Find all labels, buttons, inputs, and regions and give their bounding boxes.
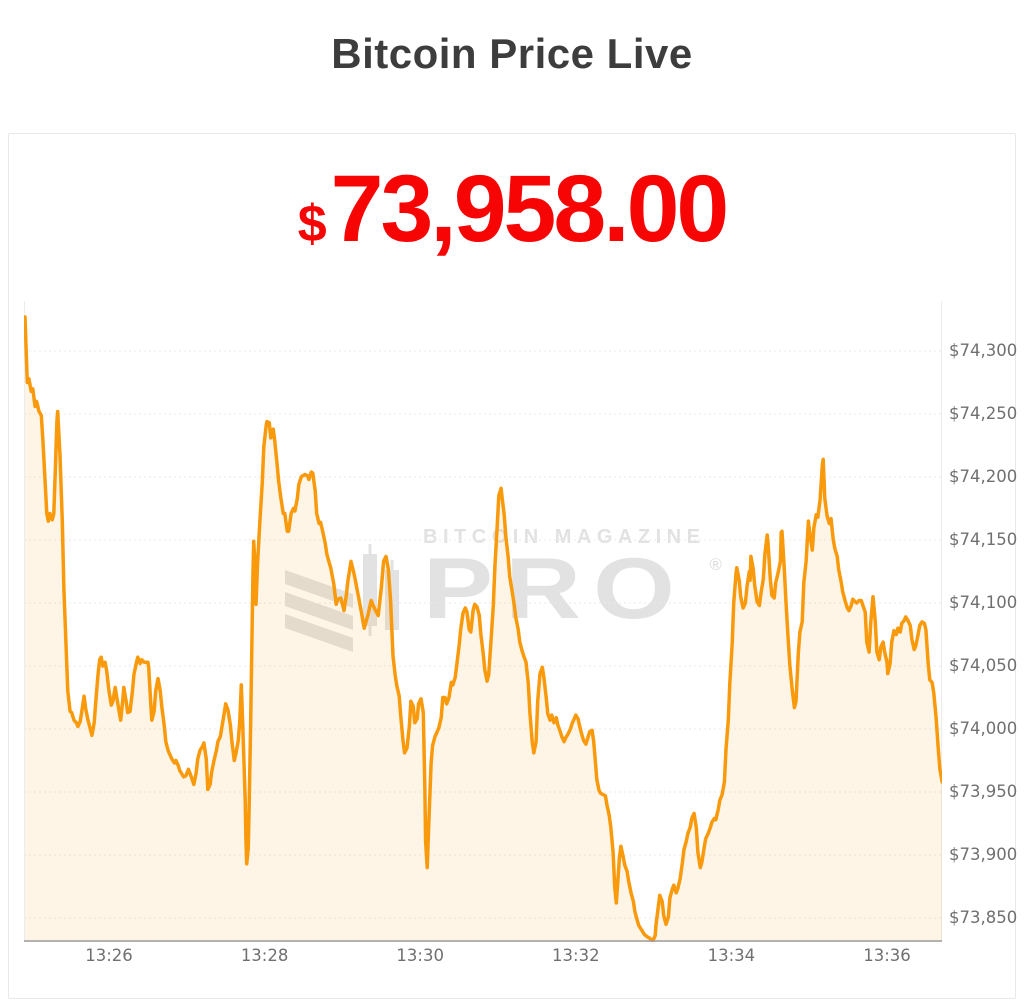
y-axis-tick-label: $74,300 [949,341,1018,360]
y-axis-tick-label: $74,250 [949,404,1018,423]
y-axis-tick-label: $74,200 [949,467,1018,486]
y-axis-tick-label: $73,850 [949,908,1018,927]
x-axis-tick-label: 13:30 [396,946,444,965]
price-chart-svg [24,301,942,942]
price-currency-symbol: $ [297,195,327,253]
y-axis-tick-label: $74,150 [949,530,1018,549]
y-axis-tick-label: $74,100 [949,593,1018,612]
price-chart-plot-area[interactable] [24,301,942,942]
x-axis-tick-label: 13:34 [707,946,756,965]
price-line [24,315,942,942]
y-axis-tick-label: $74,000 [949,719,1018,738]
y-axis-tick-label: $73,900 [949,845,1018,864]
chart-card: $ 73,958.00 BITCOIN MAGAZINE PRO [8,133,1018,999]
price-area-fill [25,317,942,942]
price-value: 73,958.00 [330,156,730,262]
y-axis-tick-label: $73,950 [949,782,1018,801]
x-axis-tick-label: 13:36 [863,946,911,965]
x-axis-tick-label: 13:32 [552,946,600,965]
x-axis-tick-label: 13:26 [85,946,133,965]
y-axis-tick-label: $74,050 [949,656,1018,675]
page-title: Bitcoin Price Live [331,30,693,77]
x-axis-tick-label: 13:28 [240,946,289,965]
current-price: $ 73,958.00 [9,156,1015,262]
